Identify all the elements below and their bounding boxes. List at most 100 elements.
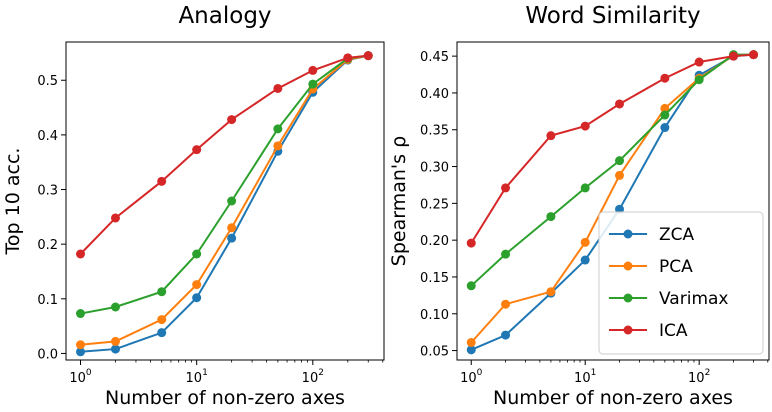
analogy-series-ica-point [192,145,202,155]
analogy-series-varimax-point [110,302,120,312]
analogy-series-ica-line [79,54,369,255]
xtick-base: 10 [69,371,86,386]
analogy-series-pca-point [157,315,167,325]
word-similarity-ytick-label: 0.25 [420,197,449,212]
word-similarity-ytick-label: 0.35 [420,124,449,139]
word-similarity-series-varimax-point [615,156,625,166]
xtick-exponent: 0 [477,368,483,378]
legend-marker-varimax [623,293,633,303]
analogy-series-ica-point [227,115,237,125]
word-similarity-series-ica-point [580,121,590,131]
analogy-series-ica-point [363,51,373,61]
word-similarity-series-pca-point [580,237,590,247]
analogy-xtick-label: 101 [186,368,208,386]
word-similarity-ytick-label: 0.45 [420,50,449,65]
word-similarity-series-ica-point [660,73,670,83]
analogy-series-pca-line [80,54,369,346]
analogy-series-ica-point [110,213,120,223]
word-similarity-series-ica-point [694,57,704,67]
analogy-series-pca-point [227,223,237,233]
xtick-exponent: 1 [202,368,208,378]
word-similarity-series-ica-point [728,51,738,61]
xtick-base: 10 [688,371,705,386]
analogy-xtick-label: 102 [302,368,324,386]
analogy-ylabel: Top 10 acc. [2,148,24,256]
legend-label-ica: ICA [659,321,688,341]
analogy-series-varimax-point [308,79,318,89]
word-similarity-series-ica-point [501,183,511,193]
analogy-series-pca-point [110,336,120,346]
analogy-series-pca-point [273,141,283,151]
analogy-series-zca-point [192,293,202,303]
analogy-series-zca [76,51,373,357]
analogy-series-ica [76,51,373,259]
analogy-ytick-label: 0.2 [37,238,58,253]
word-similarity-series-ica-point [615,99,625,109]
word-similarity-series-zca-point [466,345,476,355]
xtick-exponent: 2 [705,368,711,378]
analogy-series-varimax-point [273,124,283,134]
word-similarity-series-pca-point [501,299,511,309]
analogy-series-varimax-line [80,54,369,315]
word-similarity-series-zca-point [660,123,670,133]
analogy-ytick-label: 0.3 [37,184,58,199]
word-similarity-ytick-label: 0.15 [420,271,449,286]
analogy-title: Analogy [178,3,271,29]
word-similarity-series-zca-point [501,330,511,340]
analogy-series-ica-point [343,53,353,63]
word-similarity-series-varimax [466,50,759,291]
word-similarity-series-varimax-point [466,281,476,291]
word-similarity-axes-frame [456,41,770,361]
word-similarity-title: Word Similarity [525,3,700,29]
word-similarity-xtick-label: 101 [574,368,596,386]
analogy-series-ica-point [157,176,167,186]
analogy-series-zca-point [157,328,167,338]
xtick-base: 10 [302,371,319,386]
analogy-series-varimax [76,51,373,319]
word-similarity-series-pca-point [660,103,670,113]
word-similarity-series-ica [466,50,759,248]
analogy-xtick-label: 100 [69,368,92,386]
legend-marker-ica [623,325,633,335]
word-similarity-panel: Word Similarity 0.05 0.10 0.15 0.20 0.25 0.30 0… [388,3,770,409]
word-similarity-ytick-label: 0.40 [420,87,449,102]
word-similarity-xtick-label: 102 [688,368,710,386]
word-similarity-series-varimax-point [580,183,590,193]
word-similarity-ytick-label: 0.30 [420,161,449,176]
word-similarity-series-pca-point [615,170,625,180]
xtick-base: 10 [574,371,591,386]
analogy-ytick-label: 0.0 [37,347,58,362]
legend-label-pca: PCA [659,257,693,277]
word-similarity-xlabel: Number of non-zero axes [493,387,733,409]
word-similarity-ytick-label: 0.05 [420,345,449,360]
analogy-series-ica-point [308,65,318,75]
analogy-series-zca-point [110,344,120,354]
legend-box [598,211,764,355]
word-similarity-ylabel: Spearman's ρ [388,136,410,266]
word-similarity-series-pca-point [546,287,556,297]
word-similarity-series-varimax-point [501,249,511,259]
word-similarity-xtick-label: 100 [460,368,483,386]
analogy-series-zca-line [80,54,369,353]
xtick-base: 10 [186,371,203,386]
analogy-series-zca-point [76,347,86,357]
analogy-axes-frame [65,41,385,361]
analogy-series-varimax-point [192,249,202,259]
analogy-ytick-label: 0.5 [37,74,58,89]
analogy-series-zca-point [227,233,237,243]
analogy-xlabel: Number of non-zero axes [105,387,345,409]
xtick-exponent: 2 [318,368,324,378]
analogy-series-pca-point [76,340,86,350]
analogy-series-ica-point [76,249,86,259]
legend-label-varimax: Varimax [659,289,728,309]
analogy-series-ica-point [273,83,283,93]
legend-label-zca: ZCA [659,225,695,245]
xtick-base: 10 [460,371,477,386]
xtick-exponent: 1 [591,368,597,378]
legend: ZCA PCA Varimax ICA [598,211,764,355]
word-similarity-series-ica-point [749,50,759,60]
word-similarity-series-zca-point [615,204,625,214]
word-similarity-series-zca-point [580,255,590,265]
